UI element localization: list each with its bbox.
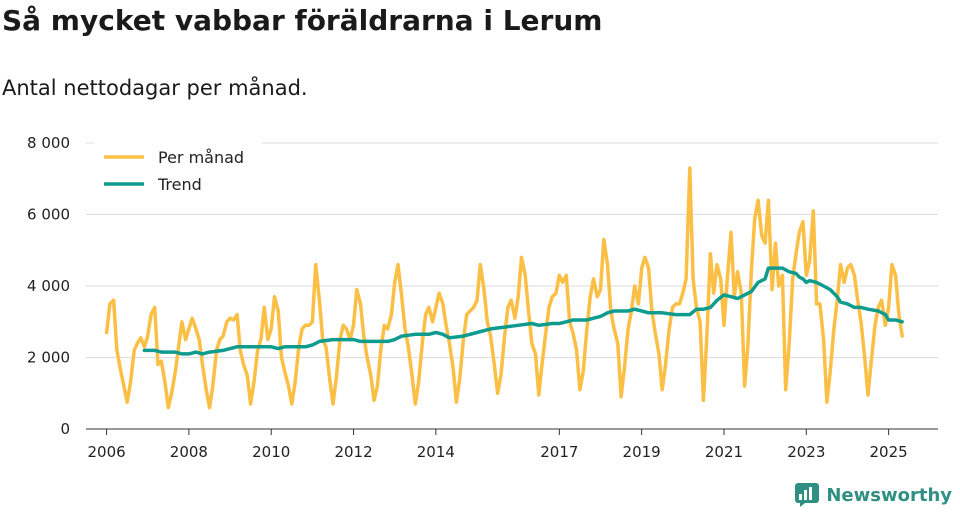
legend-label-trend: Trend [157,175,202,194]
x-tick-label: 2021 [705,443,743,461]
series-line-trend [142,266,904,356]
series [104,166,904,410]
chart-title: Så mycket vabbar föräldrarna i Lerum [2,4,603,37]
y-tick-label: 0 [60,420,70,438]
y-tick-label: 2 000 [27,349,70,367]
brand-name: Newsworthy [826,484,952,506]
legend-background [94,140,262,202]
series-line-per-manad [104,166,904,410]
y-tick-label: 6 000 [27,206,70,224]
x-tick-label: 2017 [540,443,578,461]
y-axis: 0 2 000 4 000 6 000 8 000 [27,134,70,438]
x-tick-label: 2023 [787,443,825,461]
x-axis: 2006 2008 2010 2012 2014 2017 2019 2021 2023 2025 [86,428,938,461]
legend-label-per-manad: Per månad [158,148,244,167]
newsworthy-logo: Newsworthy [794,482,952,508]
newsworthy-logo-icon [795,483,820,507]
x-tick-label: 2014 [417,443,455,461]
x-tick-label: 2010 [252,443,290,461]
x-tick-label: 2025 [870,443,908,461]
y-tick-label: 4 000 [27,277,70,295]
x-tick-label: 2006 [87,443,125,461]
x-tick-label: 2012 [334,443,372,461]
chart-subtitle: Antal nettodagar per månad. [2,76,308,100]
y-tick-label: 8 000 [27,134,70,152]
legend: Per månad Trend [94,140,262,202]
x-tick-label: 2008 [170,443,208,461]
x-tick-label: 2019 [623,443,661,461]
